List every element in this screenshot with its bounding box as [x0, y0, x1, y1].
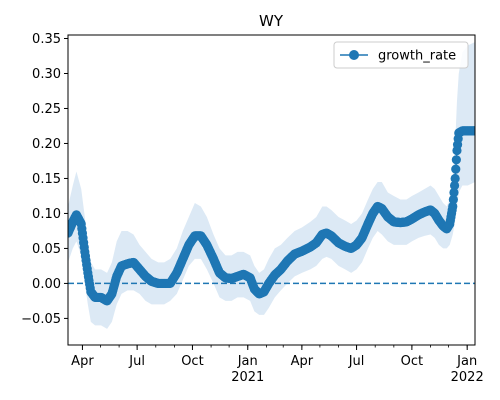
data-point	[470, 126, 475, 136]
y-tick-label: 0.35	[32, 32, 61, 47]
data-point	[451, 164, 461, 174]
x-tick-label: Jan	[237, 354, 258, 369]
data-point	[449, 180, 460, 191]
axes-frame	[67, 34, 476, 346]
x-tick-label: Apr	[291, 354, 314, 369]
y-tick-label: 0.10	[32, 207, 61, 222]
axes: −0.05 0.00 0.05 0.10 0.15 0.20 0.25 0.30 0.35 Apr…	[21, 32, 484, 385]
plot-area	[68, 42, 475, 329]
y-tick-label: 0.20	[32, 137, 61, 152]
legend-frame	[333, 41, 469, 69]
x-tick-label: Apr	[71, 354, 94, 369]
y-tick-label: 0.25	[32, 102, 61, 117]
legend: growth_rate	[333, 41, 469, 69]
data-point	[451, 155, 461, 165]
chart-title: WY	[259, 12, 284, 30]
x-tick-label: Oct	[181, 354, 203, 369]
y-tick-label: 0.00	[32, 277, 61, 292]
y-tick-label: 0.05	[32, 242, 61, 257]
x-tick-label: Jan	[456, 354, 477, 369]
legend-point-marker	[349, 50, 359, 60]
x-tick-year-label: 2022	[451, 370, 484, 385]
data-point	[450, 173, 460, 184]
data-point	[448, 194, 458, 205]
data-point	[449, 187, 459, 198]
y-tick-label: −0.05	[21, 312, 61, 327]
y-tick-label: 0.15	[32, 172, 61, 187]
data-point	[448, 201, 458, 212]
x-tick-label: Oct	[401, 354, 423, 369]
plot-content	[68, 42, 475, 329]
x-tick-year-label: 2021	[231, 370, 264, 385]
x-tick-label: Jul	[128, 354, 145, 369]
legend-label-growth-rate: growth_rate	[378, 49, 456, 64]
y-tick-label: 0.30	[32, 67, 61, 82]
x-tick-label: Jul	[348, 354, 365, 369]
